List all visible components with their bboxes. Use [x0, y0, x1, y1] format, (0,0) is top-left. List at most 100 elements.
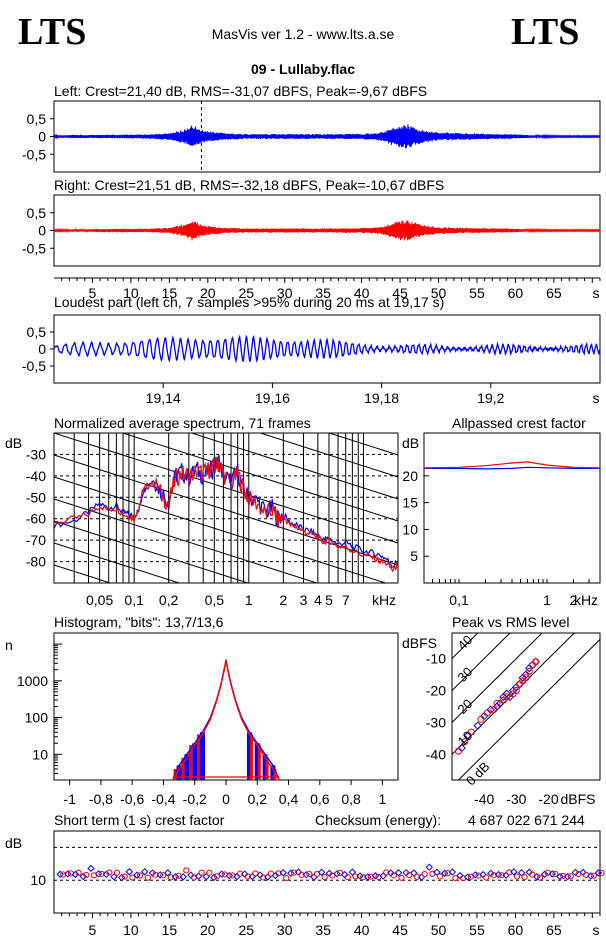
short-crest-point-left — [448, 868, 457, 876]
short-crest-point-right — [321, 874, 328, 881]
spectrum-xtick-label: 1 — [245, 592, 253, 608]
logo-left: LTS — [18, 11, 86, 53]
histogram-xtick-label: 0,8 — [341, 791, 361, 807]
loudest-xtick-label: 19,18 — [364, 390, 399, 406]
short-crest-point-left — [125, 868, 134, 876]
short-crest-point-right — [413, 873, 421, 880]
histogram-frame — [53, 632, 399, 781]
spectrum-slope — [54, 454, 398, 566]
peak-rms-point-right — [525, 667, 533, 675]
spectrum-slope — [54, 433, 398, 544]
histogram-bar-left — [246, 732, 252, 780]
peak-rms-point-left — [463, 731, 473, 740]
crest-diagonal-label: 40 — [454, 632, 475, 653]
short-crest-point-right — [144, 874, 151, 881]
spectrum-slope — [54, 498, 319, 583]
allpass-xtick-label: 0,1 — [449, 592, 469, 608]
peak-rms-ytick-label: -40 — [426, 746, 446, 762]
short-crest-point-left — [233, 872, 241, 881]
spectrum-slope — [327, 433, 398, 456]
right-waveform-title: Right: Crest=21,51 dB, RMS=-32,18 dBFS, … — [54, 177, 444, 193]
ytick-label-loudest: 0,5 — [27, 324, 47, 340]
short-crest-point-right — [83, 871, 90, 879]
short-crest-unit-label: s — [593, 922, 600, 938]
checksum-label: Checksum (energy): — [315, 812, 441, 828]
short-crest-xtick-label: 40 — [354, 922, 370, 938]
spectrum-ylabel: dB — [5, 435, 22, 451]
short-crest-point-right — [552, 870, 559, 878]
crest-diagonal-label: 10 — [454, 728, 475, 749]
ytick-label-left: -0,5 — [22, 146, 46, 162]
spectrum-xtick-label: 7 — [342, 592, 350, 608]
histogram-bar-left — [184, 754, 190, 780]
short-crest-point-left — [317, 868, 326, 877]
short-crest-point-left — [56, 870, 64, 878]
short-crest-point-left — [525, 868, 533, 876]
spectrum-slope — [54, 235, 398, 345]
short-crest-point-right — [283, 875, 290, 882]
time-tick-label: 60 — [508, 285, 524, 301]
spectrum-series-right — [54, 457, 398, 573]
histogram-bar-right — [181, 757, 185, 780]
allpass-ytick-label: 20 — [402, 468, 418, 484]
spectrum-slope — [54, 631, 398, 741]
short-crest-point-right — [590, 872, 597, 879]
short-crest-point-left — [279, 869, 287, 877]
peak-rms-xtick-label: -30 — [506, 791, 526, 807]
peak-rms-point-right — [532, 658, 540, 666]
short-crest-point-left — [87, 864, 95, 873]
short-crest-point-left — [164, 869, 172, 877]
histogram-bar-right — [265, 757, 269, 780]
short-crest-point-right — [206, 869, 213, 876]
spectrum-xtick-label: 4 — [314, 592, 322, 608]
time-tick-label: 25 — [238, 285, 254, 301]
peak-rms-ytick-label: -30 — [426, 714, 446, 730]
short-crest-xtick-label: 5 — [89, 922, 97, 938]
ytick-label-right: 0 — [38, 223, 46, 239]
short-crest-point-left — [110, 873, 118, 881]
ytick-label-loudest: -0,5 — [22, 358, 46, 374]
app-title: MasVis ver 1.2 - www.lts.a.se — [212, 26, 395, 42]
histogram-xtick-label: -0,4 — [151, 791, 175, 807]
short-crest-point-right — [529, 871, 536, 878]
short-crest-point-right — [113, 869, 121, 876]
short-crest-point-left — [456, 871, 464, 880]
spectrum-slope — [258, 433, 398, 478]
short-crest-point-right — [267, 870, 274, 877]
short-crest-point-right — [406, 871, 413, 879]
short-crest-point-left — [179, 873, 187, 881]
spectrum-ytick-label: -80 — [26, 554, 46, 570]
short-crest-point-left — [64, 870, 72, 878]
allpass-ytick-label: 5 — [410, 548, 418, 564]
file-title: 09 - Lullaby.flac — [251, 61, 355, 77]
spectrum-xtick-label: 0,5 — [205, 592, 225, 608]
time-tick-label: 55 — [469, 285, 485, 301]
checksum-value: 4 687 022 671 244 — [468, 812, 585, 828]
short-crest-point-right — [336, 869, 344, 876]
short-crest-xtick-label: 10 — [123, 922, 139, 938]
peak-rms-point-right — [493, 699, 501, 707]
short-crest-point-left — [141, 868, 149, 876]
short-crest-point-right — [390, 872, 398, 879]
histogram-ytick-label: 10 — [32, 746, 48, 762]
short-crest-point-left — [225, 871, 234, 880]
short-crest-point-left — [333, 870, 341, 878]
spectrum-ytick-label: -50 — [26, 489, 46, 505]
short-crest-point-left — [133, 871, 141, 879]
logo-right: LTS — [511, 11, 579, 53]
spectrum-ytick-label: -30 — [26, 446, 46, 462]
loudest-xtick-label: 19,14 — [146, 390, 181, 406]
short-crest-point-right — [183, 867, 190, 874]
short-crest-point-right — [213, 873, 221, 880]
short-crest-point-left — [587, 872, 595, 880]
short-crest-point-left — [256, 871, 264, 879]
spectrum-slope — [54, 520, 250, 583]
histogram-bar-right — [257, 744, 261, 780]
short-crest-point-left — [540, 870, 549, 878]
time-tick-label: 40 — [354, 285, 370, 301]
allpass-xtick-label: 2 — [570, 592, 578, 608]
histogram-xtick-label: 0 — [222, 791, 230, 807]
histogram-xtick-label: 0,6 — [310, 791, 330, 807]
short-crest-ylabel: dB — [5, 835, 22, 851]
short-crest-point-right — [452, 874, 459, 882]
